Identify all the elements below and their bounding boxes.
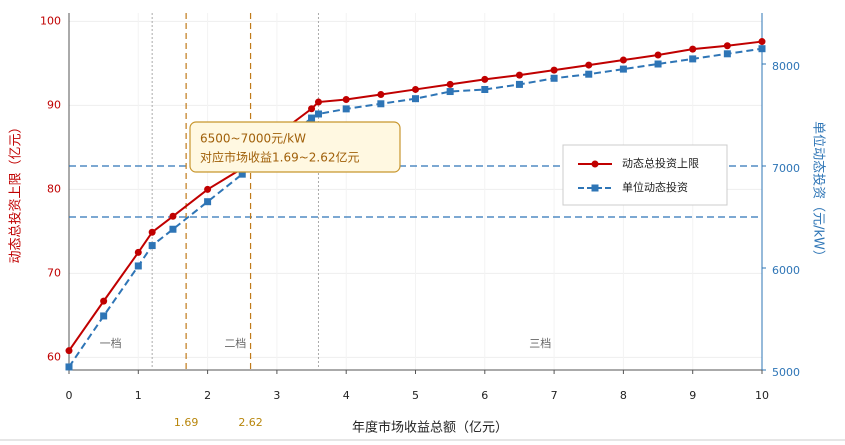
point [148,228,156,236]
point [689,55,697,63]
x-tick-label: 4 [343,389,350,402]
point [65,347,73,355]
y2-tick-label: 5000 [772,366,800,379]
legend-box [562,144,728,206]
point [238,170,246,178]
point [148,242,156,250]
annotation-text: 6500~7000元/kW [200,132,306,146]
point [204,185,212,193]
point [758,38,766,46]
point [134,262,142,270]
x-tick-label: 5 [412,389,419,402]
x-tick-label: 10 [755,389,769,402]
point [377,90,385,98]
y-tick-label: 80 [47,182,61,195]
point [446,88,454,96]
marker-label: 1.69 [174,416,199,429]
point [134,248,142,256]
y2-axis-title: 单位动态投资（元/kW） [811,121,827,263]
point [619,65,627,73]
y-tick-label: 90 [47,98,61,111]
legend-label: 动态总投资上限 [622,156,699,170]
point [342,96,350,104]
point [723,50,731,58]
y2-tick-label: 8000 [772,60,800,73]
zone-label: 一档 [100,336,122,350]
y-tick-label: 70 [47,266,61,279]
point [308,114,316,122]
point [550,66,558,74]
legend-label: 单位动态投资 [622,180,688,194]
point [377,100,385,108]
point [169,212,177,220]
point [481,86,489,93]
y2-tick-label: 7000 [772,162,800,175]
point [515,71,523,79]
marker-label: 2.62 [238,416,263,429]
legend-marker [591,184,599,192]
point [585,61,593,69]
x-tick-label: 8 [620,389,627,402]
point [689,45,697,53]
point [308,105,316,113]
point [412,85,419,93]
point [65,363,73,371]
point [204,198,212,206]
point [412,95,419,103]
zone-label: 三档 [529,336,551,350]
point [100,312,108,320]
x-tick-label: 6 [481,389,488,402]
annotation-text: 对应市场收益1.69~2.62亿元 [200,150,360,165]
x-tick-label: 1 [135,389,142,402]
x-tick-label: 2 [204,389,211,402]
point [515,80,523,88]
x-tick-label: 0 [66,389,73,402]
zone-label: 二档 [224,336,246,350]
y-tick-label: 60 [47,350,61,363]
y-tick-label: 100 [40,14,61,27]
point [342,105,350,113]
x-tick-label: 7 [551,389,558,402]
x-tick-label: 9 [689,389,696,402]
point [550,74,558,82]
x-axis-title: 年度市场收益总额（亿元） [352,420,508,436]
point [446,80,454,88]
point [585,70,593,78]
point [654,60,662,68]
x-tick-label: 3 [273,389,280,402]
point [314,110,322,118]
point [723,42,731,50]
annotation-box [189,121,401,173]
point [758,45,766,53]
y-axis-title: 动态总投资上限（亿元） [8,120,24,263]
legend-marker [591,160,599,168]
point [314,98,322,106]
y2-tick-label: 6000 [772,264,800,277]
point [654,51,662,59]
point [100,297,108,305]
point [169,225,177,233]
point [481,75,489,83]
point [619,56,627,64]
